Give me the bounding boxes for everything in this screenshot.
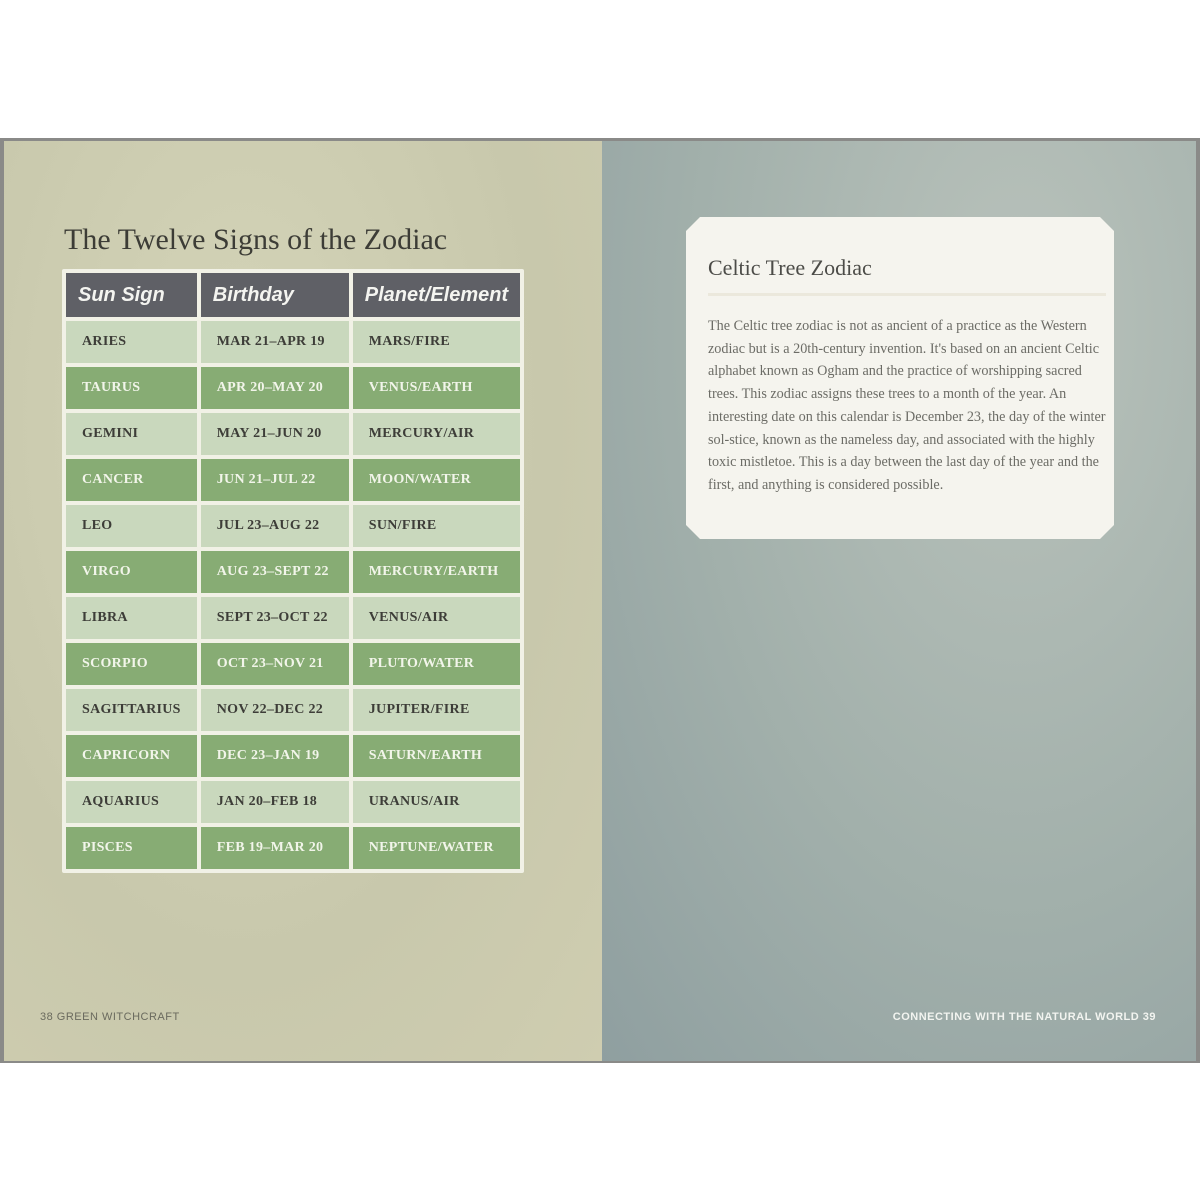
- table-row: ARIES MAR 21–APR 19 MARS/FIRE: [66, 321, 521, 363]
- table-cell: FEB 19–MAR 20: [200, 827, 349, 869]
- table-cell: MARS/FIRE: [352, 321, 521, 363]
- table-cell: VENUS/AIR: [352, 597, 521, 639]
- column-header: Sun Sign: [66, 273, 197, 317]
- table-cell: NEPTUNE/WATER: [352, 827, 521, 869]
- table-cell: LEO: [66, 505, 197, 547]
- table-row: GEMINI MAY 21–JUN 20 MERCURY/AIR: [66, 413, 521, 455]
- table-cell: MERCURY/AIR: [352, 413, 521, 455]
- table-row: CANCER JUN 21–JUL 22 MOON/WATER: [66, 459, 521, 501]
- table-cell: GEMINI: [66, 413, 197, 455]
- page-title: The Twelve Signs of the Zodiac: [64, 223, 448, 256]
- table-cell: PLUTO/WATER: [352, 643, 521, 685]
- table-row: CAPRICORN DEC 23–JAN 19 SATURN/EARTH: [66, 735, 521, 777]
- table-cell: VIRGO: [66, 551, 197, 593]
- table-cell: URANUS/AIR: [352, 781, 521, 823]
- table-cell: CAPRICORN: [66, 735, 197, 777]
- table-row: SCORPIO OCT 23–NOV 21 PLUTO/WATER: [66, 643, 521, 685]
- table-cell: JUN 21–JUL 22: [200, 459, 349, 501]
- table-cell: DEC 23–JAN 19: [200, 735, 349, 777]
- table-cell: ARIES: [66, 321, 197, 363]
- table-cell: MAR 21–APR 19: [200, 321, 349, 363]
- table-cell: JUL 23–AUG 22: [200, 505, 349, 547]
- table-cell: JUPITER/FIRE: [352, 689, 521, 731]
- right-page: Celtic Tree Zodiac The Celtic tree zodia…: [602, 141, 1196, 1061]
- left-footer: 38 GREEN WITCHCRAFT: [40, 1011, 180, 1023]
- table-cell: APR 20–MAY 20: [200, 367, 349, 409]
- sidebar-box: Celtic Tree Zodiac The Celtic tree zodia…: [686, 217, 1114, 539]
- column-header: Planet/Element: [352, 273, 521, 317]
- table-cell: VENUS/EARTH: [352, 367, 521, 409]
- table-cell: MAY 21–JUN 20: [200, 413, 349, 455]
- left-page: The Twelve Signs of the Zodiac Sun Sign B…: [4, 141, 602, 1061]
- table-cell: OCT 23–NOV 21: [200, 643, 349, 685]
- table-cell: MOON/WATER: [352, 459, 521, 501]
- table-row: PISCES FEB 19–MAR 20 NEPTUNE/WATER: [66, 827, 521, 869]
- box-text: The Celtic tree zodiac is not as ancient…: [708, 318, 1106, 493]
- divider: [708, 293, 1106, 296]
- table-cell: CANCER: [66, 459, 197, 501]
- table-cell: PISCES: [66, 827, 197, 869]
- table-cell: SEPT 23–OCT 22: [200, 597, 349, 639]
- table-row: LEO JUL 23–AUG 22 SUN/FIRE: [66, 505, 521, 547]
- book-spread: The Twelve Signs of the Zodiac Sun Sign B…: [0, 138, 1200, 1063]
- table-cell: NOV 22–DEC 22: [200, 689, 349, 731]
- table-row: LIBRA SEPT 23–OCT 22 VENUS/AIR: [66, 597, 521, 639]
- table-cell: LIBRA: [66, 597, 197, 639]
- table-cell: AUG 23–SEPT 22: [200, 551, 349, 593]
- table-row: AQUARIUS JAN 20–FEB 18 URANUS/AIR: [66, 781, 521, 823]
- zodiac-table: Sun Sign Birthday Planet/Element ARIES MAR …: [62, 269, 525, 873]
- table-cell: TAURUS: [66, 367, 197, 409]
- table-cell: SCORPIO: [66, 643, 197, 685]
- table-cell: SATURN/EARTH: [352, 735, 521, 777]
- box-title: Celtic Tree Zodiac: [708, 255, 872, 280]
- table-row: TAURUS APR 20–MAY 20 VENUS/EARTH: [66, 367, 521, 409]
- table-cell: AQUARIUS: [66, 781, 197, 823]
- table-cell: MERCURY/EARTH: [352, 551, 521, 593]
- table-cell: SAGITTARIUS: [66, 689, 197, 731]
- column-header: Birthday: [200, 273, 349, 317]
- table-cell: SUN/FIRE: [352, 505, 521, 547]
- table-cell: JAN 20–FEB 18: [200, 781, 349, 823]
- table-row: SAGITTARIUS NOV 22–DEC 22 JUPITER/FIRE: [66, 689, 521, 731]
- right-footer: CONNECTING WITH THE NATURAL WORLD 39: [892, 1011, 1156, 1023]
- table-row: VIRGO AUG 23–SEPT 22 MERCURY/EARTH: [66, 551, 521, 593]
